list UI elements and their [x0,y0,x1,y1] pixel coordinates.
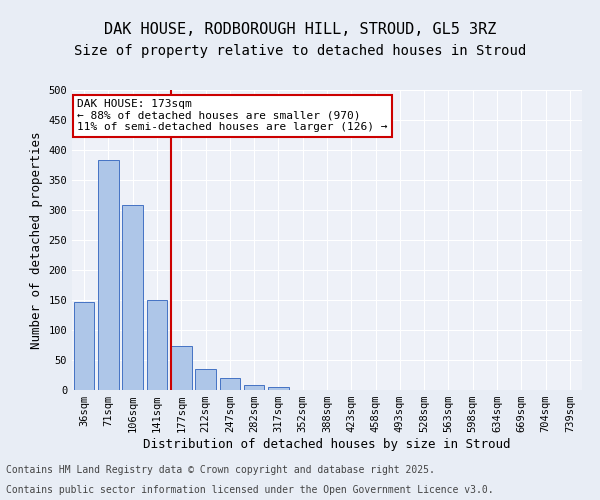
Bar [122,205,143,390]
X-axis label: Distribution of detached houses by size in Stroud: Distribution of detached houses by size … [143,438,511,451]
Bar [268,387,289,390]
Text: Size of property relative to detached houses in Stroud: Size of property relative to detached ho… [74,44,526,58]
Text: DAK HOUSE: 173sqm
← 88% of detached houses are smaller (970)
11% of semi-detache: DAK HOUSE: 173sqm ← 88% of detached hous… [77,99,388,132]
Bar [98,160,119,390]
Bar [74,302,94,390]
Bar [220,378,240,390]
Bar [146,300,167,390]
Bar [244,385,265,390]
Y-axis label: Number of detached properties: Number of detached properties [30,131,43,349]
Text: DAK HOUSE, RODBOROUGH HILL, STROUD, GL5 3RZ: DAK HOUSE, RODBOROUGH HILL, STROUD, GL5 … [104,22,496,38]
Bar [171,346,191,390]
Bar [195,369,216,390]
Text: Contains public sector information licensed under the Open Government Licence v3: Contains public sector information licen… [6,485,494,495]
Text: Contains HM Land Registry data © Crown copyright and database right 2025.: Contains HM Land Registry data © Crown c… [6,465,435,475]
